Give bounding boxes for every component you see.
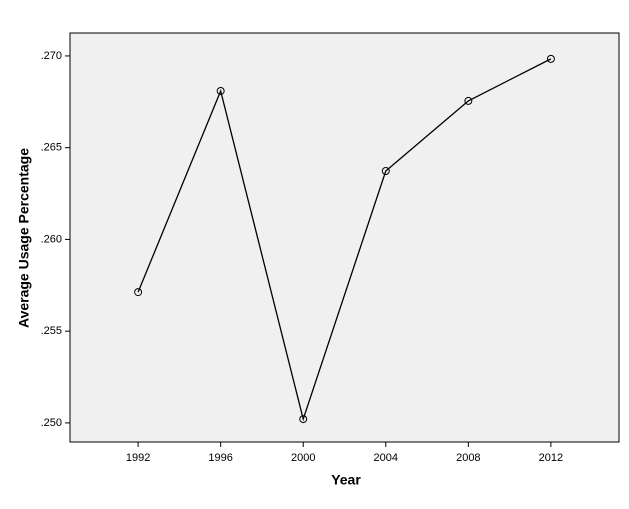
y-tick-label: .260 (41, 233, 62, 245)
point-marker (216, 86, 225, 95)
x-tick-label: 2000 (291, 452, 315, 464)
x-axis-title: Year (331, 472, 361, 488)
y-tick-label: .270 (41, 50, 62, 62)
x-tick-label: 1992 (126, 452, 150, 464)
point-marker (381, 166, 390, 175)
x-tick-label: 2012 (539, 452, 563, 464)
y-tick-label: .265 (41, 142, 62, 154)
point-marker (299, 415, 308, 424)
y-axis-title: Average Usage Percentage (16, 148, 32, 328)
point-marker (546, 54, 555, 63)
x-tick-label: 2004 (374, 452, 398, 464)
point-marker (134, 288, 143, 297)
series-line (137, 58, 552, 422)
y-tick-label: .250 (41, 417, 62, 429)
plot-area (69, 32, 620, 443)
x-tick-label: 1996 (208, 452, 232, 464)
x-tick-label: 2008 (456, 452, 480, 464)
point-marker (464, 96, 473, 105)
y-tick-label: .255 (41, 325, 62, 337)
